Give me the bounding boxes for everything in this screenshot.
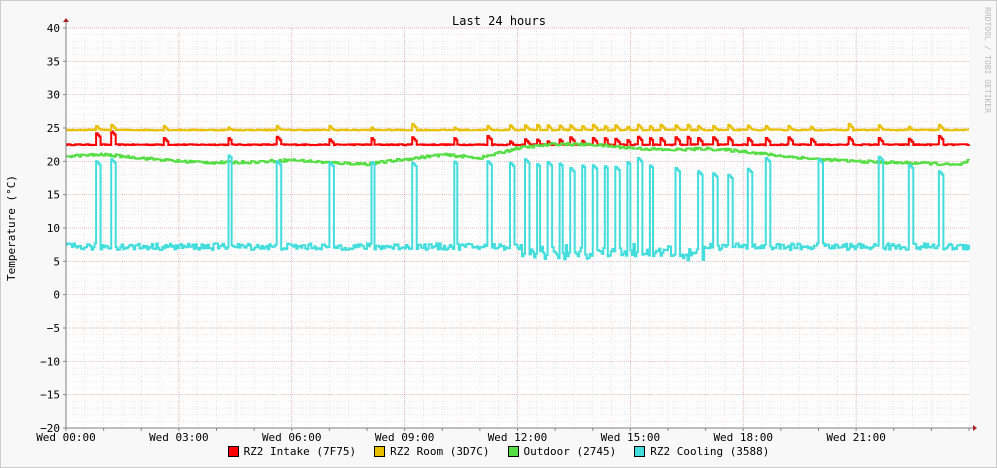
axes (63, 18, 977, 431)
x-tick-label: Wed 06:00 (262, 431, 322, 444)
legend-item-cooling: RZ2 Cooling (3588) (634, 445, 769, 458)
legend-label-intake: RZ2 Intake (7F75) (243, 445, 357, 458)
y-tick-label: 10 (47, 222, 60, 235)
y-axis-label: Temperature (°C) (5, 175, 18, 281)
x-axis-arrow (973, 425, 977, 431)
chart-title: Last 24 hours (452, 14, 546, 28)
y-tick-label: 25 (47, 122, 60, 135)
legend-item-outdoor: Outdoor (2745) (507, 445, 617, 458)
legend-label-cooling: RZ2 Cooling (3588) (650, 445, 770, 458)
x-tick-label: Wed 00:00 (36, 431, 96, 444)
y-tick-label: 20 (47, 155, 60, 168)
legend-swatch-cooling (634, 446, 646, 457)
y-axis-arrow (63, 18, 69, 22)
y-tick-label: 15 (47, 189, 60, 202)
x-tick-label: Wed 21:00 (826, 431, 886, 444)
y-tick-label: −10 (40, 355, 60, 368)
legend-item-intake: RZ2 Intake (7F75) (227, 445, 357, 458)
legend-item-room: RZ2 Room (3D7C) (374, 445, 490, 458)
legend-swatch-intake (227, 446, 239, 457)
series-line-0 (66, 130, 970, 147)
x-tick-label: Wed 12:00 (488, 431, 548, 444)
watermark: RRDTOOL / TOBI OETIKER (983, 7, 992, 113)
x-tick-labels: Wed 00:00 Wed 03:00 Wed 06:00 Wed 09:00 Wed … (36, 431, 886, 444)
x-tick-label: Wed 03:00 (149, 431, 209, 444)
y-tick-label: 5 (53, 255, 60, 268)
y-tick-label: 30 (47, 89, 60, 102)
series-line-1 (66, 123, 969, 132)
y-tick-label: 0 (53, 289, 60, 302)
legend: RZ2 Intake (7F75) RZ2 Room (3D7C) Outdoo… (0, 445, 997, 458)
y-tick-label: 40 (47, 22, 60, 35)
y-tick-label: −15 (40, 389, 60, 402)
series-line-2 (66, 142, 970, 167)
series-line-3 (66, 154, 970, 262)
y-tick-labels: 40 35 30 25 20 15 10 5 0 −5 −10 −15 −20 (40, 22, 60, 435)
y-tick-label: 35 (47, 55, 60, 68)
legend-swatch-room (374, 446, 386, 457)
legend-label-outdoor: Outdoor (2745) (523, 445, 617, 458)
x-tick-label: Wed 09:00 (375, 431, 435, 444)
legend-label-room: RZ2 Room (3D7C) (390, 445, 490, 458)
legend-swatch-outdoor (507, 446, 519, 457)
y-tick-label: −20 (40, 422, 60, 435)
y-tick-label: −5 (47, 322, 60, 335)
series-layer (66, 123, 970, 262)
x-tick-label: Wed 15:00 (601, 431, 661, 444)
x-tick-label: Wed 18:00 (713, 431, 773, 444)
